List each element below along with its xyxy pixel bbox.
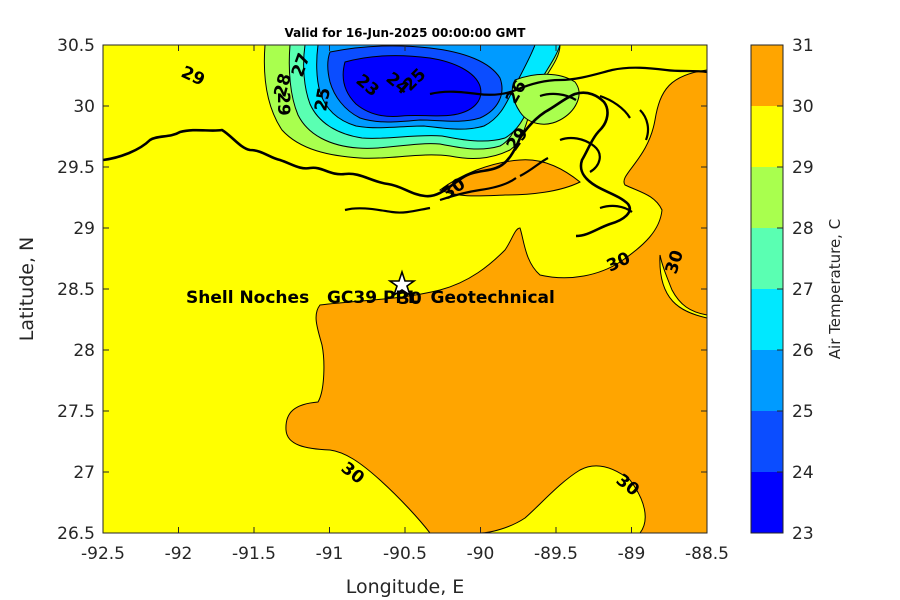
y-tick-label: 29.5 — [57, 158, 95, 178]
colorbar-tick-label: 23 — [792, 524, 814, 544]
x-tick-label: -89.5 — [534, 544, 578, 564]
colorbar-tick-label: 25 — [792, 402, 814, 422]
field-23-24 — [342, 55, 482, 117]
x-axis-label: Longitude, E — [346, 576, 465, 598]
site-label: Shell Noches GC39 PPL Geotechnical — [186, 288, 555, 308]
y-tick-label: 26.5 — [57, 524, 95, 544]
colorbar: 23 24 25 26 27 28 29 30 31 Air Temperature, C — [750, 36, 844, 544]
y-axis-label: Latitude, N — [16, 237, 38, 342]
y-tick-label: 30 — [73, 97, 95, 117]
colorbar-tick-label: 28 — [792, 219, 814, 239]
field-28-29-east — [511, 73, 580, 125]
colorbar-swatch — [751, 350, 783, 411]
x-tick-label: -91 — [316, 544, 344, 564]
colorbar-tick-label: 29 — [792, 158, 814, 178]
y-tick-label: 27 — [73, 463, 95, 483]
x-axis: -92.5 -92 -91.5 -91 -90.5 -90 -89.5 -89 -88.5 Lo… — [81, 45, 729, 598]
y-tick-label: 27.5 — [57, 402, 95, 422]
field-30-31-main — [285, 69, 707, 533]
x-tick-label: -92 — [165, 544, 193, 564]
x-tick-label: -89 — [618, 544, 646, 564]
contour-label: 29 — [273, 92, 293, 116]
colorbar-tick-label: 31 — [792, 36, 814, 56]
site-star-marker — [387, 269, 417, 297]
colorbar-swatch — [751, 472, 783, 533]
field-30-31-coast — [438, 159, 581, 197]
colorbar-swatch — [751, 411, 783, 472]
colorbar-tick-label: 24 — [792, 463, 814, 483]
colorbar-swatch — [751, 228, 783, 289]
x-tick-label: -91.5 — [232, 544, 276, 564]
colorbar-swatch — [751, 289, 783, 350]
y-tick-label: 30.5 — [57, 36, 95, 56]
x-tick-label: -88.5 — [685, 544, 729, 564]
coastline-islands — [344, 136, 633, 214]
map-title: Valid for 16-Jun-2025 00:00:00 GMT — [285, 26, 527, 40]
y-tick-label: 29 — [73, 219, 95, 239]
y-tick-label: 28 — [73, 341, 95, 361]
colorbar-swatch — [751, 167, 783, 228]
contour-label: 30 — [398, 289, 422, 309]
colorbar-swatch — [751, 45, 783, 106]
x-tick-label: -92.5 — [81, 544, 125, 564]
colorbar-tick-label: 26 — [792, 341, 814, 361]
x-tick-label: -90.5 — [383, 544, 427, 564]
coastline-north — [429, 66, 707, 141]
colorbar-swatch — [751, 106, 783, 167]
x-tick-label: -90 — [467, 544, 495, 564]
coastline — [103, 91, 631, 238]
colorbar-tick-label: 30 — [792, 97, 814, 117]
contour-label: 25 — [311, 86, 335, 113]
colorbar-label: Air Temperature, C — [826, 219, 844, 359]
map-plot-area: 29 29 28 27 25 23 24 25 26 29 30 30 30 3… — [103, 45, 707, 533]
colorbar-tick-label: 27 — [792, 280, 814, 300]
y-tick-label: 28.5 — [57, 280, 95, 300]
y-axis: 26.5 27 27.5 28 28.5 29 29.5 30 30.5 Latitude, N — [16, 36, 707, 544]
